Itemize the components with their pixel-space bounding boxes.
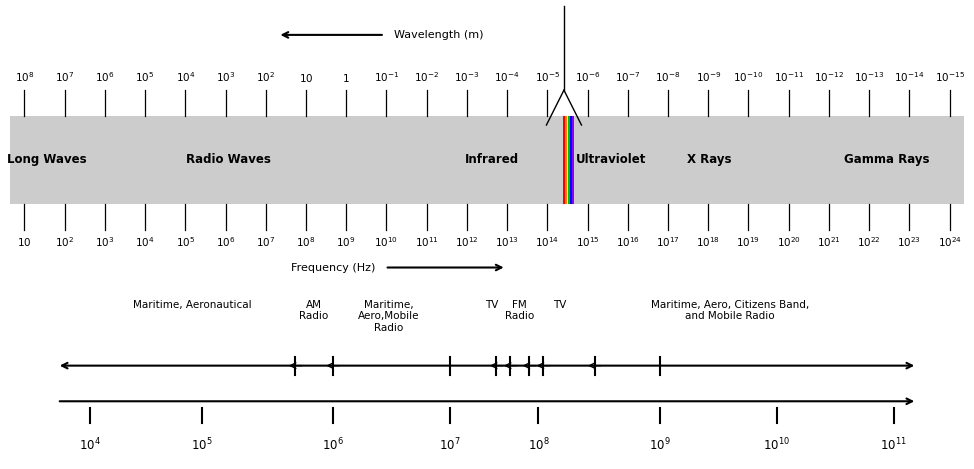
Bar xyxy=(570,116,572,204)
Text: $10^{10}$: $10^{10}$ xyxy=(374,235,398,250)
Text: Gamma Rays: Gamma Rays xyxy=(843,153,929,166)
Text: $10^{3}$: $10^{3}$ xyxy=(95,235,115,250)
Text: $10^{-9}$: $10^{-9}$ xyxy=(695,70,721,84)
Text: $10^{4}$: $10^{4}$ xyxy=(135,235,155,250)
Text: $10$: $10$ xyxy=(18,235,31,248)
Text: Maritime, Aeronautical: Maritime, Aeronautical xyxy=(133,300,251,310)
Text: $10^{5}$: $10^{5}$ xyxy=(135,70,155,84)
Text: $10^{-1}$: $10^{-1}$ xyxy=(374,70,399,84)
Text: $10^{15}$: $10^{15}$ xyxy=(576,235,600,250)
Text: $10^{-6}$: $10^{-6}$ xyxy=(575,70,600,84)
Bar xyxy=(565,116,567,204)
Bar xyxy=(569,116,570,204)
Text: $10^{-3}$: $10^{-3}$ xyxy=(454,70,479,84)
Bar xyxy=(567,116,569,204)
Text: $10^{14}$: $10^{14}$ xyxy=(536,235,559,250)
Text: $10^{7}$: $10^{7}$ xyxy=(439,437,461,454)
Text: $10^{4}$: $10^{4}$ xyxy=(175,70,195,84)
Text: $10^{4}$: $10^{4}$ xyxy=(79,437,100,454)
Text: $10^{-8}$: $10^{-8}$ xyxy=(656,70,681,84)
Text: Maritime,
Aero,Mobile
Radio: Maritime, Aero,Mobile Radio xyxy=(358,300,420,333)
Text: $10^{6}$: $10^{6}$ xyxy=(95,70,115,84)
Text: Radio Waves: Radio Waves xyxy=(186,153,272,166)
Text: $10^{24}$: $10^{24}$ xyxy=(938,235,961,250)
Text: $10^{9}$: $10^{9}$ xyxy=(649,437,671,454)
Text: $10^{3}$: $10^{3}$ xyxy=(216,70,235,84)
Text: $10^{7}$: $10^{7}$ xyxy=(256,235,276,250)
Text: $10^{-11}$: $10^{-11}$ xyxy=(773,70,804,84)
Bar xyxy=(563,116,565,204)
Text: Ultraviolet: Ultraviolet xyxy=(576,153,646,166)
Text: $10^{10}$: $10^{10}$ xyxy=(764,437,790,454)
Text: FM
Radio: FM Radio xyxy=(506,300,535,321)
Text: $10^{6}$: $10^{6}$ xyxy=(216,235,235,250)
Text: $10$: $10$ xyxy=(299,72,314,84)
Text: $10^{-14}$: $10^{-14}$ xyxy=(894,70,924,84)
Text: Frequency (Hz): Frequency (Hz) xyxy=(290,263,375,272)
Text: $10^{8}$: $10^{8}$ xyxy=(528,437,549,454)
Text: $10^{19}$: $10^{19}$ xyxy=(736,235,761,250)
Text: $10^{-10}$: $10^{-10}$ xyxy=(733,70,764,84)
Text: $10^{12}$: $10^{12}$ xyxy=(455,235,479,250)
Text: $10^{-13}$: $10^{-13}$ xyxy=(854,70,884,84)
Text: Infrared: Infrared xyxy=(465,153,519,166)
Text: Wavelength (m): Wavelength (m) xyxy=(394,30,484,40)
Text: $10^{17}$: $10^{17}$ xyxy=(656,235,680,250)
Bar xyxy=(572,116,574,204)
Text: $10^{8}$: $10^{8}$ xyxy=(296,235,316,250)
Text: $10^{6}$: $10^{6}$ xyxy=(321,437,344,454)
Text: $10^{20}$: $10^{20}$ xyxy=(776,235,801,250)
Text: X Rays: X Rays xyxy=(687,153,731,166)
Text: $10^{2}$: $10^{2}$ xyxy=(55,235,74,250)
Text: TV: TV xyxy=(553,300,567,310)
Text: $10^{-15}$: $10^{-15}$ xyxy=(935,70,964,84)
Text: $10^{-5}$: $10^{-5}$ xyxy=(535,70,560,84)
Text: Long Waves: Long Waves xyxy=(7,153,87,166)
Text: $10^{-7}$: $10^{-7}$ xyxy=(616,70,641,84)
Text: $10^{16}$: $10^{16}$ xyxy=(616,235,640,250)
Text: $10^{5}$: $10^{5}$ xyxy=(175,235,195,250)
Text: Maritime, Aero, Citizens Band,
and Mobile Radio: Maritime, Aero, Citizens Band, and Mobil… xyxy=(651,300,809,321)
Text: $10^{21}$: $10^{21}$ xyxy=(817,235,841,250)
Text: TV: TV xyxy=(485,300,499,310)
Text: $10^{5}$: $10^{5}$ xyxy=(191,437,212,454)
Text: $10^{2}$: $10^{2}$ xyxy=(256,70,276,84)
Bar xyxy=(10,116,964,204)
Text: $10^{11}$: $10^{11}$ xyxy=(880,437,907,454)
Text: $10^{23}$: $10^{23}$ xyxy=(897,235,921,250)
Text: AM
Radio: AM Radio xyxy=(299,300,328,321)
Text: $10^{13}$: $10^{13}$ xyxy=(495,235,519,250)
Text: $10^{9}$: $10^{9}$ xyxy=(336,235,356,250)
Text: $10^{11}$: $10^{11}$ xyxy=(415,235,438,250)
Text: $10^{-4}$: $10^{-4}$ xyxy=(495,70,520,84)
Text: $10^{7}$: $10^{7}$ xyxy=(55,70,74,84)
Text: $10^{18}$: $10^{18}$ xyxy=(696,235,721,250)
Text: $10^{-2}$: $10^{-2}$ xyxy=(414,70,439,84)
Text: $10^{8}$: $10^{8}$ xyxy=(15,70,34,84)
Text: $10^{-12}$: $10^{-12}$ xyxy=(814,70,843,84)
Text: $1$: $1$ xyxy=(343,72,350,84)
Text: $10^{22}$: $10^{22}$ xyxy=(857,235,881,250)
